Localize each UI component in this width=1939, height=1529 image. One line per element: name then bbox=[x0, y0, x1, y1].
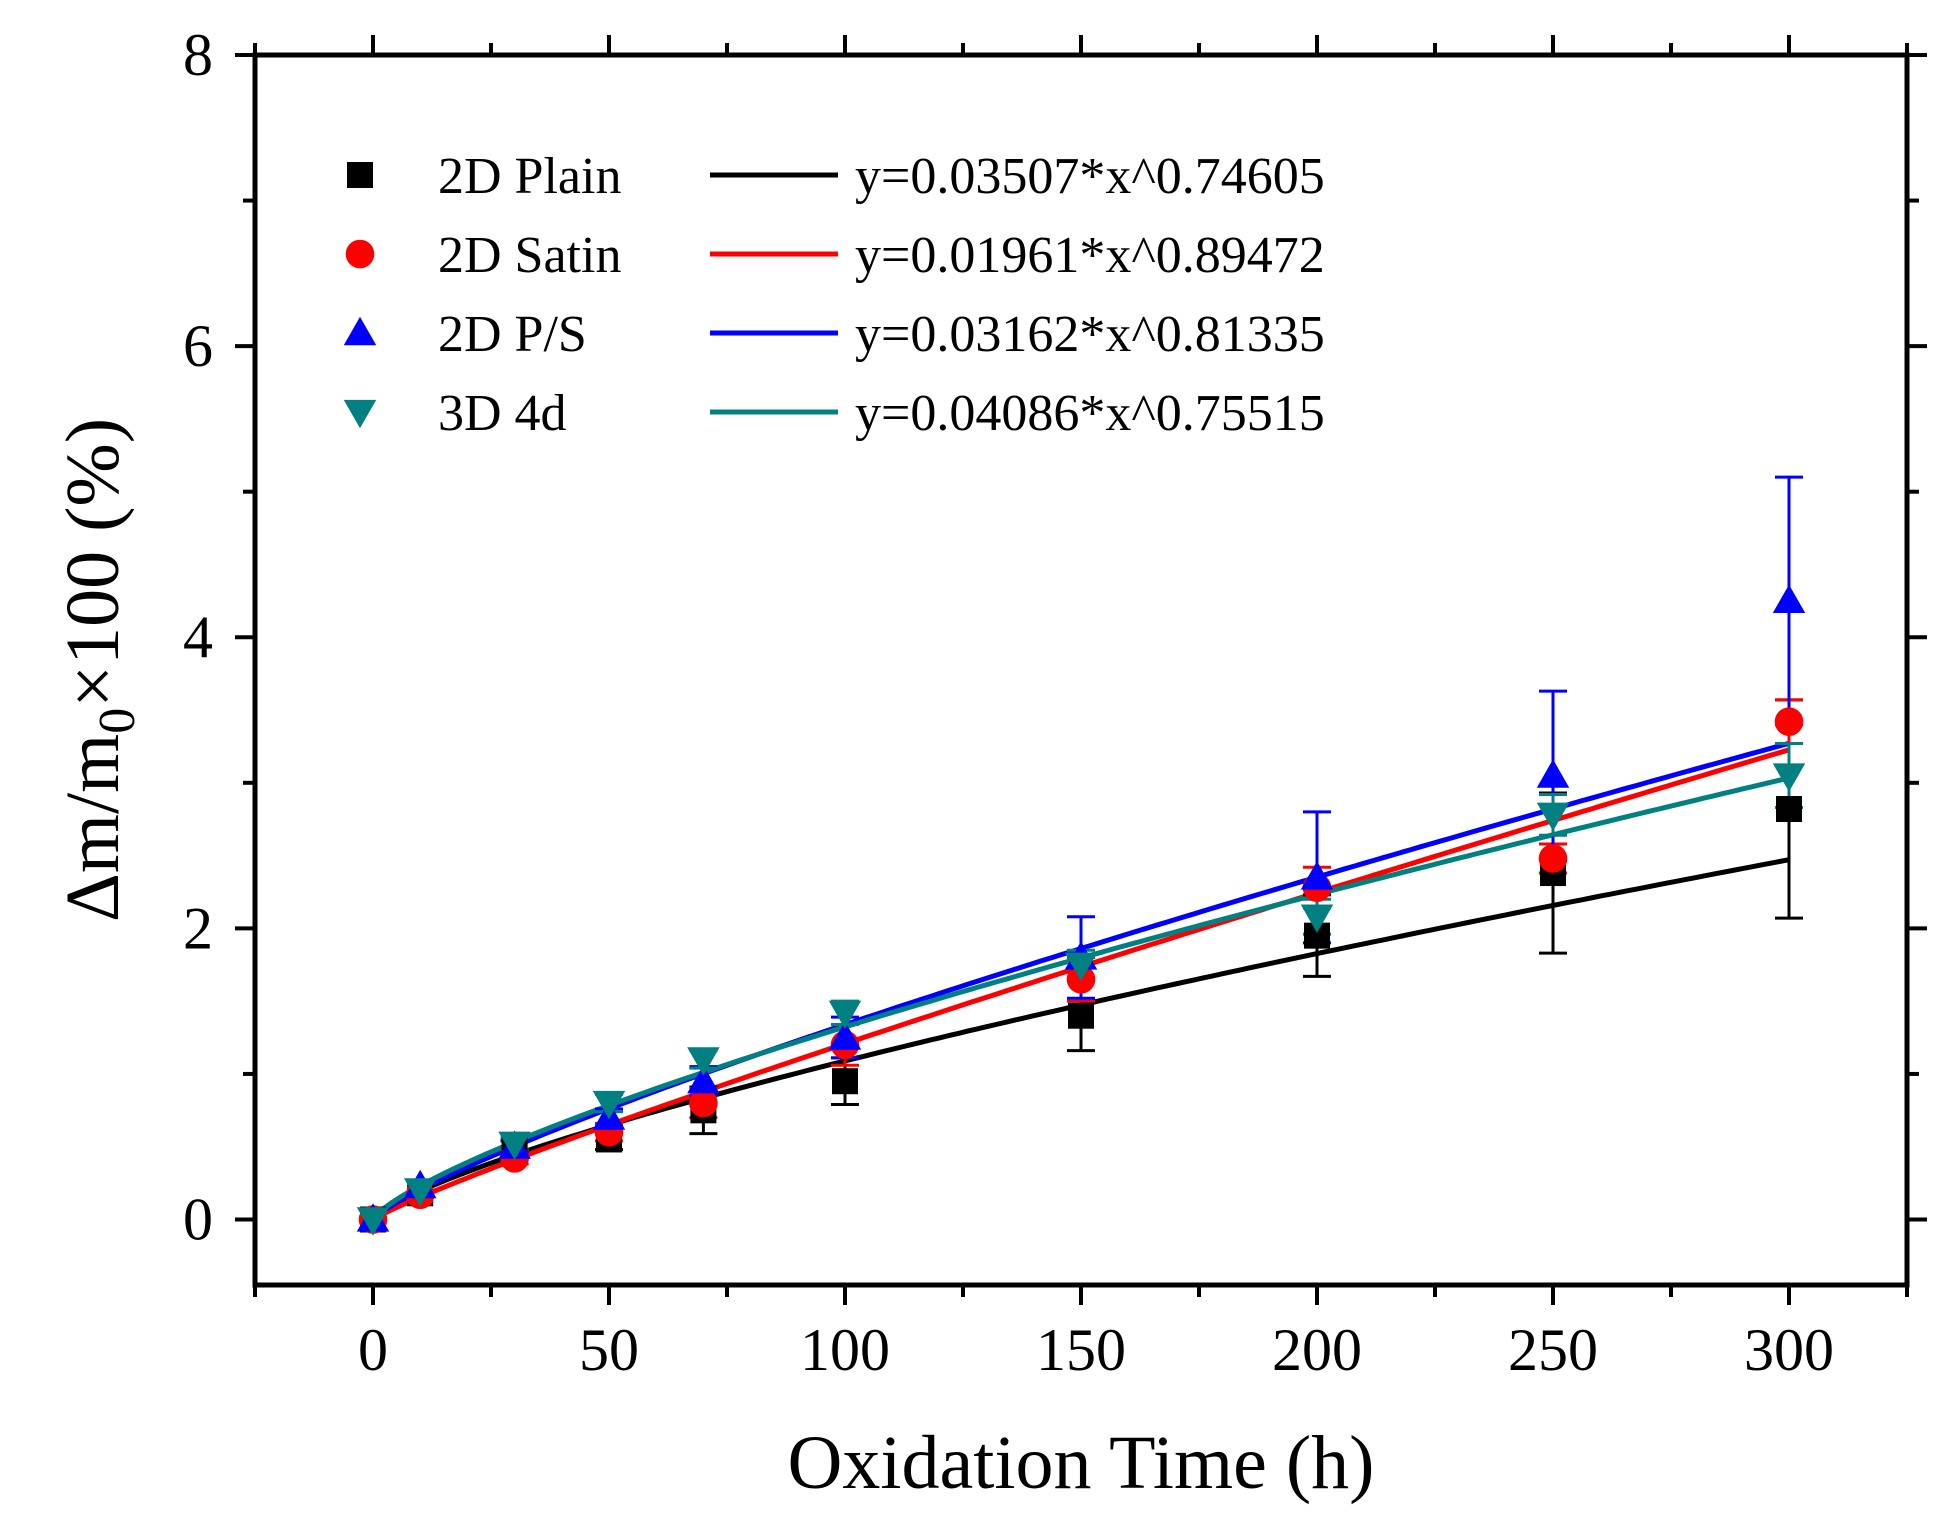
data-point bbox=[1300, 904, 1334, 933]
x-tick-label: 50 bbox=[579, 1317, 639, 1383]
data-point bbox=[403, 1178, 437, 1207]
legend-label: 3D 4d bbox=[438, 385, 567, 442]
axes-ticks-group bbox=[235, 35, 1927, 1305]
y-tick-label: 2 bbox=[183, 895, 213, 961]
data-point bbox=[689, 1088, 718, 1118]
x-axis-title: Oxidation Time (h) bbox=[788, 1421, 1375, 1505]
data-point bbox=[1772, 584, 1806, 614]
data-point bbox=[592, 1090, 626, 1120]
plot-frame bbox=[252, 52, 1910, 1288]
data-point bbox=[1772, 763, 1806, 792]
y-axis-title-suffix: ×100 (%) bbox=[51, 418, 135, 708]
data-point bbox=[1536, 759, 1570, 788]
y-tick-label: 6 bbox=[183, 313, 213, 379]
x-tick-label: 100 bbox=[800, 1317, 890, 1383]
data-point bbox=[1774, 707, 1804, 736]
data-point bbox=[832, 1068, 858, 1095]
legend-marker bbox=[343, 399, 377, 429]
tick-labels-group: 0 50 100 150 200 250 300 0 2 4 6 8 bbox=[183, 22, 1834, 1383]
data-point bbox=[498, 1131, 531, 1161]
x-tick-label: 250 bbox=[1508, 1317, 1598, 1383]
legend-marker bbox=[343, 316, 377, 346]
legend-equation: y=0.03507*x^0.74605 bbox=[855, 148, 1325, 205]
data-point bbox=[687, 1064, 720, 1094]
x-tick-label: 300 bbox=[1744, 1317, 1834, 1383]
legend: 2D Plain y=0.03507*x^0.74605 2D Satin y=0.0… bbox=[343, 148, 1325, 442]
x-tick-label: 150 bbox=[1036, 1317, 1126, 1383]
legend-equation: y=0.04086*x^0.75515 bbox=[855, 385, 1325, 442]
legend-equation: y=0.03162*x^0.81335 bbox=[855, 306, 1325, 363]
data-point bbox=[828, 1021, 862, 1050]
legend-marker bbox=[345, 239, 375, 269]
data-point bbox=[1536, 802, 1570, 832]
y-tick-label: 8 bbox=[183, 22, 213, 88]
data-point bbox=[356, 1207, 390, 1236]
legend-label: 2D Plain bbox=[438, 148, 621, 205]
legend-marker bbox=[347, 162, 373, 188]
data-point bbox=[1064, 952, 1098, 982]
data-point bbox=[1538, 844, 1568, 873]
legend-label: 2D Satin bbox=[438, 227, 621, 284]
y-tick-label: 4 bbox=[183, 604, 213, 670]
x-tick-label: 200 bbox=[1272, 1317, 1362, 1383]
series-group bbox=[356, 475, 1806, 1236]
data-point bbox=[1068, 1002, 1094, 1029]
data-point bbox=[687, 1047, 720, 1076]
data-point bbox=[1776, 796, 1802, 823]
legend-equation: y=0.01961*x^0.89472 bbox=[855, 227, 1325, 284]
x-tick-label: 0 bbox=[358, 1317, 388, 1383]
data-point bbox=[1300, 861, 1334, 890]
y-tick-label: 0 bbox=[183, 1186, 213, 1252]
y-axis-title-main: Δm/m bbox=[51, 734, 135, 922]
data-point bbox=[828, 1000, 862, 1030]
y-axis-title: Δm/m0×100 (%) bbox=[51, 418, 146, 922]
y-axis-title-subscript: 0 bbox=[89, 708, 146, 734]
legend-label: 2D P/S bbox=[438, 306, 587, 363]
